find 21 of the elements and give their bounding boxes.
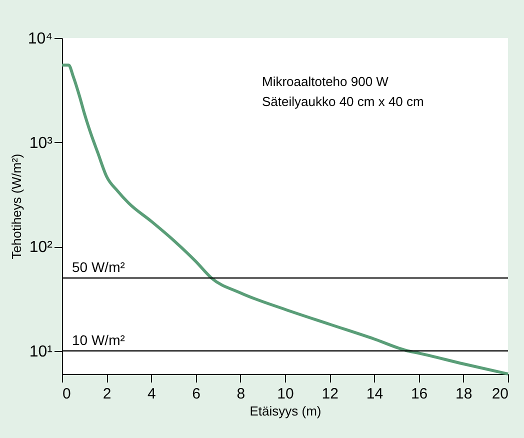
x-tick-label: 16 [410, 386, 428, 402]
y-tick-label: 10³ [29, 134, 54, 152]
annotation: Mikroaaltoteho 900 W [262, 74, 390, 89]
y-tick-label: 10² [29, 239, 54, 256]
x-tick-label: 2 [102, 386, 112, 402]
y-tick-label: 10⁴ [28, 30, 53, 48]
x-tick-label: 6 [192, 386, 200, 402]
x-tick-label: 4 [148, 386, 156, 402]
x-tick-label: 14 [366, 386, 384, 402]
ref-line-label: 50 W/m² [72, 258, 126, 275]
x-tick-label: 8 [236, 386, 246, 402]
ref-line-label: 10 W/m² [72, 332, 126, 348]
y-tick-label: 10¹ [29, 343, 52, 360]
x-tick-label: 10 [277, 386, 294, 402]
x-tick-label: 20 [492, 386, 508, 402]
x-tick-label: 18 [456, 386, 472, 402]
y-axis-title: Tehotiheys (W/m²) [8, 154, 24, 260]
x-tick-label: 0 [62, 386, 71, 402]
x-axis-title: Etäisyys (m) [250, 404, 322, 418]
x-tick-label: 12 [322, 386, 338, 402]
annotation: Säteilyaukko 40 cm x 40 cm [262, 94, 424, 109]
